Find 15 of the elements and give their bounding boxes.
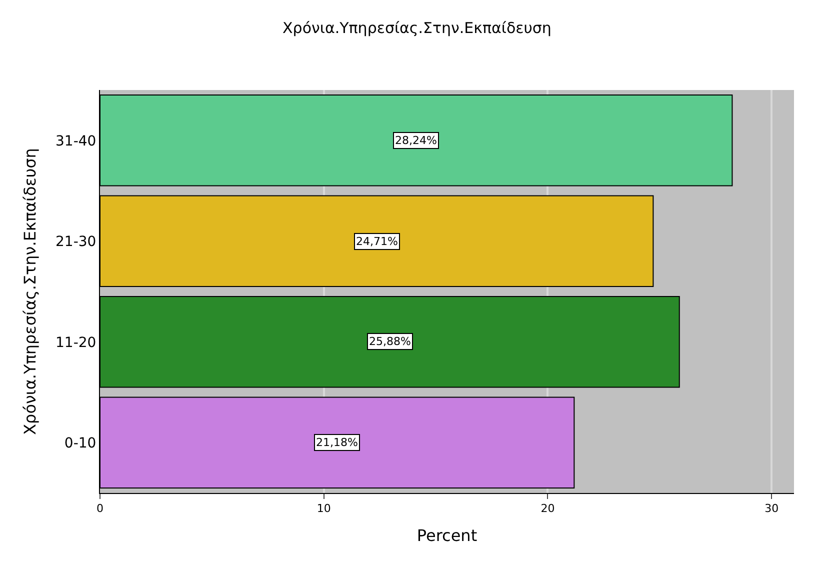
- x-tick-label: 20: [540, 502, 555, 516]
- data-label: 28,24%: [395, 134, 437, 147]
- x-tick-label: 30: [764, 502, 779, 516]
- x-axis-title: Percent: [416, 526, 478, 545]
- y-axis-title: Χρόνια.Υπηρεσίας.Στην.Εκπαίδευση: [20, 148, 40, 435]
- data-label: 21,18%: [316, 436, 358, 449]
- x-tick-label: 0: [96, 502, 104, 516]
- y-tick-label: 21-30: [56, 234, 96, 250]
- chart-title: Χρόνια.Υπηρεσίας.Στην.Εκπαίδευση: [282, 19, 552, 38]
- y-tick-label: 31-40: [56, 133, 96, 150]
- x-tick-label: 10: [316, 502, 331, 516]
- data-label: 25,88%: [369, 335, 411, 348]
- y-tick-label: 11-20: [56, 334, 96, 351]
- y-tick-label: 0-10: [64, 436, 96, 452]
- data-label: 24,71%: [356, 235, 398, 248]
